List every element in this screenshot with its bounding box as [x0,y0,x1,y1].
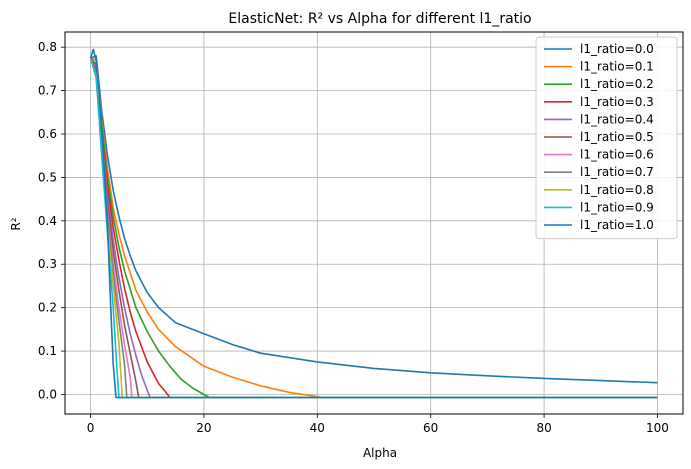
legend-entry: l1_ratio=0.6 [580,148,654,162]
y-axis-label: R² [9,217,23,230]
series-line-1 [90,57,658,399]
series-line-0 [90,55,658,384]
series-layer [89,48,658,399]
legend-entry: l1_ratio=1.0 [580,218,654,232]
x-tick-label: 40 [310,421,325,435]
legend-entry: l1_ratio=0.1 [580,60,654,74]
legend: l1_ratio=0.0 l1_ratio=0.1 l1_ratio=0.2 l1_r… [535,36,678,240]
y-tick-label: 0.7 [38,84,57,98]
x-axis-label: Alpha [363,446,397,460]
legend-entry: l1_ratio=0.8 [580,183,654,197]
chart-title: ElasticNet: R² vs Alpha for different l1… [228,11,531,27]
plot-frame [64,31,684,415]
y-tick-label: 0.1 [38,344,57,358]
legend-entry: l1_ratio=0.5 [580,130,654,144]
x-tick-label: 100 [646,421,669,435]
y-tick-label: 0.4 [38,214,57,228]
series-line-9 [89,57,658,399]
series-line-10 [89,48,658,399]
y-axis-ticks: 0.0 0.1 0.2 0.3 0.4 0.5 0.6 0.7 0.8 [38,40,65,401]
series-line-2 [89,57,658,399]
x-tick-label: 60 [423,421,438,435]
x-tick-label: 80 [536,421,551,435]
legend-entry: l1_ratio=0.0 [580,42,654,56]
x-tick-label: 20 [196,421,211,435]
y-tick-label: 0.3 [38,257,57,271]
x-axis-ticks: 0 20 40 60 80 100 [87,414,669,435]
legend-entry: l1_ratio=0.7 [580,165,654,179]
y-tick-label: 0.0 [38,387,57,401]
x-tick-label: 0 [87,421,95,435]
legend-entry: l1_ratio=0.3 [580,95,654,109]
legend-entry: l1_ratio=0.2 [580,77,654,91]
legend-box [535,36,678,240]
y-tick-label: 0.5 [38,170,57,184]
y-tick-label: 0.2 [38,301,57,315]
legend-entry: l1_ratio=0.4 [580,112,654,126]
y-tick-label: 0.6 [38,127,57,141]
y-tick-label: 0.8 [38,40,57,54]
legend-entry: l1_ratio=0.9 [580,200,654,214]
